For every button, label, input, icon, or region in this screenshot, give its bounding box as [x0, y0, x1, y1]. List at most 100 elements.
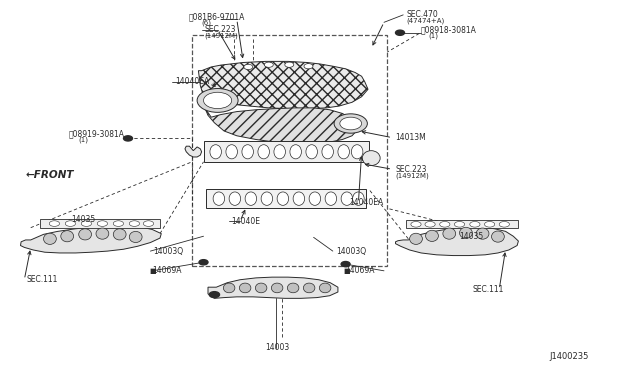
Bar: [406, 220, 518, 228]
Ellipse shape: [274, 145, 285, 159]
Ellipse shape: [49, 221, 60, 226]
Text: 14069A: 14069A: [346, 266, 375, 275]
Ellipse shape: [129, 221, 140, 226]
Ellipse shape: [499, 221, 509, 227]
Ellipse shape: [303, 283, 315, 293]
Polygon shape: [202, 100, 357, 143]
Ellipse shape: [341, 192, 353, 205]
Ellipse shape: [454, 221, 465, 227]
Circle shape: [124, 136, 132, 141]
Ellipse shape: [410, 233, 422, 244]
Text: (47474+A): (47474+A): [406, 18, 445, 25]
Text: 14003Q: 14003Q: [154, 247, 184, 256]
Ellipse shape: [277, 192, 289, 205]
Ellipse shape: [261, 192, 273, 205]
Text: 14040EA: 14040EA: [349, 198, 383, 207]
Polygon shape: [396, 227, 518, 256]
Ellipse shape: [319, 283, 331, 293]
Circle shape: [244, 64, 253, 70]
Ellipse shape: [460, 227, 472, 238]
Circle shape: [396, 30, 404, 35]
Ellipse shape: [245, 192, 257, 205]
Text: (1): (1): [429, 33, 439, 39]
Ellipse shape: [113, 229, 126, 240]
Circle shape: [285, 62, 294, 67]
Ellipse shape: [470, 221, 480, 227]
Text: (6): (6): [202, 20, 212, 26]
Ellipse shape: [353, 192, 364, 205]
Circle shape: [340, 117, 362, 130]
Polygon shape: [185, 146, 202, 157]
Ellipse shape: [81, 221, 92, 226]
Bar: [192, 35, 387, 266]
Text: 14035: 14035: [460, 232, 484, 241]
Ellipse shape: [210, 145, 221, 159]
Ellipse shape: [338, 145, 349, 159]
Text: Ⓑ081B6-9701A: Ⓑ081B6-9701A: [189, 12, 245, 21]
Ellipse shape: [309, 192, 321, 205]
Ellipse shape: [287, 283, 299, 293]
Ellipse shape: [143, 221, 154, 226]
Circle shape: [341, 262, 350, 267]
Bar: [206, 189, 366, 208]
Ellipse shape: [79, 229, 92, 240]
Text: Ⓝ08918-3081A: Ⓝ08918-3081A: [421, 25, 477, 34]
Ellipse shape: [293, 192, 305, 205]
Text: Ⓝ08919-3081A: Ⓝ08919-3081A: [69, 129, 125, 138]
Ellipse shape: [113, 221, 124, 226]
Ellipse shape: [476, 228, 489, 239]
Text: 14013M: 14013M: [396, 133, 426, 142]
Text: 14035: 14035: [72, 215, 96, 224]
Ellipse shape: [351, 145, 363, 159]
Ellipse shape: [426, 230, 438, 241]
Text: ■: ■: [343, 268, 349, 274]
Circle shape: [199, 260, 208, 265]
Ellipse shape: [229, 192, 241, 205]
Ellipse shape: [362, 151, 380, 166]
Polygon shape: [20, 226, 161, 253]
Ellipse shape: [223, 283, 235, 293]
Ellipse shape: [443, 228, 456, 239]
Ellipse shape: [226, 145, 237, 159]
Polygon shape: [198, 61, 368, 109]
Text: SEC.111: SEC.111: [27, 275, 58, 284]
Text: (14912M): (14912M): [205, 33, 239, 39]
Bar: [40, 219, 160, 228]
Text: 14040E: 14040E: [232, 217, 260, 226]
Circle shape: [264, 62, 273, 67]
Ellipse shape: [325, 192, 337, 205]
Text: J1400235: J1400235: [549, 352, 589, 361]
Circle shape: [334, 114, 367, 133]
Text: 14003Q: 14003Q: [336, 247, 366, 256]
Ellipse shape: [258, 145, 269, 159]
Ellipse shape: [306, 145, 317, 159]
Ellipse shape: [411, 221, 421, 227]
Text: ■: ■: [149, 268, 156, 274]
Ellipse shape: [255, 283, 267, 293]
Circle shape: [304, 64, 313, 69]
Text: 14003: 14003: [266, 343, 290, 352]
Ellipse shape: [213, 192, 225, 205]
Ellipse shape: [96, 228, 109, 239]
Ellipse shape: [239, 283, 251, 293]
Ellipse shape: [440, 221, 450, 227]
Ellipse shape: [322, 145, 333, 159]
Bar: [204, 141, 369, 162]
Circle shape: [209, 292, 220, 298]
Ellipse shape: [271, 283, 283, 293]
Circle shape: [197, 89, 238, 112]
Text: SEC.223: SEC.223: [396, 165, 427, 174]
Text: SEC.470: SEC.470: [406, 10, 438, 19]
Ellipse shape: [242, 145, 253, 159]
Circle shape: [204, 92, 232, 109]
Ellipse shape: [484, 221, 495, 227]
Ellipse shape: [492, 231, 504, 242]
Ellipse shape: [44, 233, 56, 244]
Ellipse shape: [129, 231, 142, 243]
Ellipse shape: [65, 221, 76, 226]
Text: SEC.111: SEC.111: [472, 285, 504, 294]
Polygon shape: [208, 277, 338, 298]
Text: SEC.223: SEC.223: [205, 25, 236, 34]
Text: (14912M): (14912M): [396, 172, 429, 179]
Ellipse shape: [425, 221, 435, 227]
